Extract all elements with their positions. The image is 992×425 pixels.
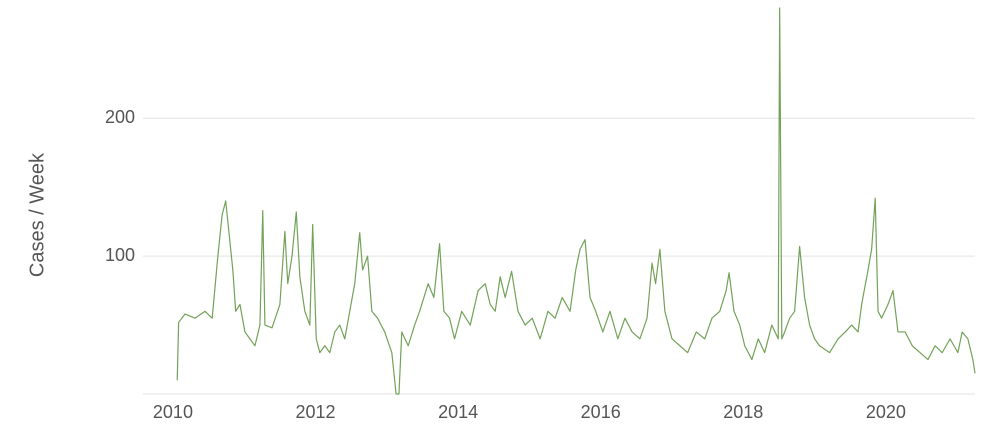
x-tick-label: 2014 xyxy=(438,402,478,422)
x-tick-label: 2012 xyxy=(296,402,336,422)
x-tick-label: 2010 xyxy=(153,402,193,422)
y-axis-label: Cases / Week xyxy=(26,152,48,277)
x-tick-label: 2020 xyxy=(866,402,906,422)
x-tick-label: 2016 xyxy=(581,402,621,422)
y-tick-label: 100 xyxy=(105,245,135,265)
x-tick-label: 2018 xyxy=(723,402,763,422)
data-line xyxy=(176,7,976,395)
y-tick-label: 200 xyxy=(105,107,135,127)
